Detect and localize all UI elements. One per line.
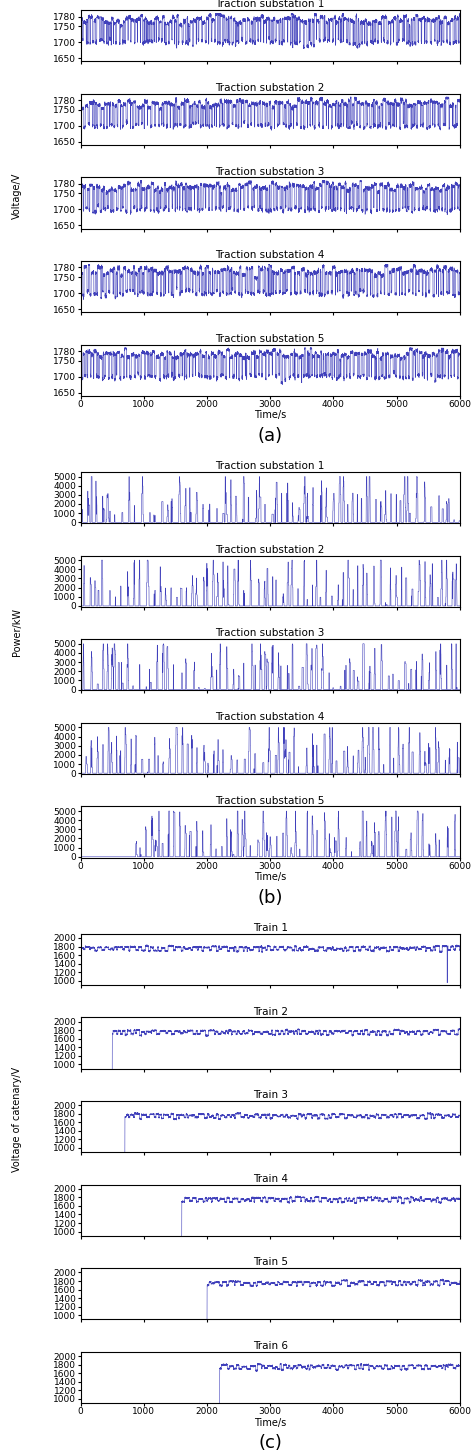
Text: (b): (b) xyxy=(257,888,283,907)
Title: Traction substation 4: Traction substation 4 xyxy=(216,712,325,723)
Title: Train 3: Train 3 xyxy=(253,1090,288,1101)
Title: Traction substation 2: Traction substation 2 xyxy=(216,545,325,555)
Title: Traction substation 3: Traction substation 3 xyxy=(216,167,325,176)
Title: Traction substation 2: Traction substation 2 xyxy=(216,83,325,93)
Title: Train 6: Train 6 xyxy=(253,1341,288,1351)
Title: Train 2: Train 2 xyxy=(253,1006,288,1016)
Text: Voltage/V: Voltage/V xyxy=(11,173,22,220)
Text: Power/kW: Power/kW xyxy=(11,608,22,657)
Title: Traction substation 3: Traction substation 3 xyxy=(216,628,325,638)
Title: Traction substation 1: Traction substation 1 xyxy=(216,461,325,471)
Title: Traction substation 5: Traction substation 5 xyxy=(216,795,325,806)
Title: Train 1: Train 1 xyxy=(253,923,288,933)
Title: Train 5: Train 5 xyxy=(253,1258,288,1268)
Title: Traction substation 4: Traction substation 4 xyxy=(216,250,325,260)
Title: Train 4: Train 4 xyxy=(253,1173,288,1184)
X-axis label: Time/s: Time/s xyxy=(254,872,286,883)
Text: (a): (a) xyxy=(257,427,283,445)
Title: Traction substation 5: Traction substation 5 xyxy=(216,334,325,345)
Text: (c): (c) xyxy=(258,1434,282,1453)
Text: Voltage of catenary/V: Voltage of catenary/V xyxy=(11,1067,22,1172)
Title: Traction substation 1: Traction substation 1 xyxy=(216,0,325,9)
X-axis label: Time/s: Time/s xyxy=(254,1418,286,1428)
X-axis label: Time/s: Time/s xyxy=(254,410,286,420)
